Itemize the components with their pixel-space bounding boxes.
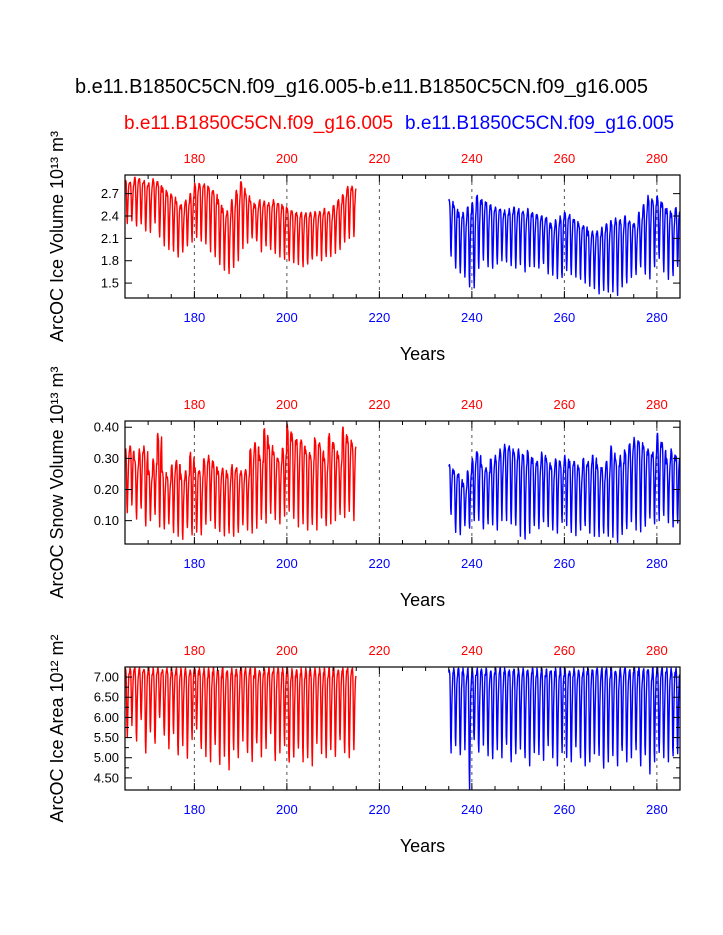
x-tick-label-top: 200 <box>276 643 298 658</box>
x-tick-label-top: 260 <box>554 643 576 658</box>
x-tick-label-top: 220 <box>369 151 391 166</box>
x-tick-label-bottom: 240 <box>461 310 483 325</box>
x-tick-label-bottom: 260 <box>554 802 576 817</box>
series-line-1 <box>125 176 357 275</box>
series-line-2 <box>448 667 680 790</box>
x-tick-label-top: 180 <box>184 151 206 166</box>
y-tick-label: 0.30 <box>94 451 119 466</box>
series-line-2 <box>448 194 680 297</box>
x-tick-label-bottom: 220 <box>369 802 391 817</box>
y-tick-label: 4.50 <box>94 770 119 785</box>
x-tick-label-top: 180 <box>184 397 206 412</box>
y-tick-label: 0.20 <box>94 482 119 497</box>
x-tick-label-top: 280 <box>646 397 668 412</box>
x-tick-label-bottom: 200 <box>276 802 298 817</box>
x-tick-label-bottom: 220 <box>369 310 391 325</box>
x-tick-label-bottom: 180 <box>184 310 206 325</box>
legend-case1-label: b.e11.B1850C5CN.f09_g16.005 <box>124 113 394 134</box>
y-tick-label: 2.1 <box>101 231 119 246</box>
y-tick-label: 6.50 <box>94 690 119 705</box>
x-tick-label-top: 180 <box>184 643 206 658</box>
x-tick-label-bottom: 260 <box>554 310 576 325</box>
x-tick-label-top: 200 <box>276 397 298 412</box>
y-tick-label: 5.00 <box>94 750 119 765</box>
chart-panel-1: 1.5 1.8 2.1 2.4 2.7 180 180 200 200 220 220 240 240 2… <box>47 131 681 364</box>
x-tick-label-top: 220 <box>369 643 391 658</box>
chart-main-title: b.e11.B1850C5CN.f09_g16.005-b.e11.B1850C… <box>74 76 649 98</box>
x-tick-label-top: 280 <box>646 643 668 658</box>
x-tick-label-top: 200 <box>276 151 298 166</box>
plot-frame <box>124 420 681 545</box>
y-tick-label: 1.8 <box>101 253 119 268</box>
y-tick-label: 5.50 <box>94 730 119 745</box>
y-tick-label: 0.40 <box>94 420 119 435</box>
y-tick-label: 0.10 <box>94 513 119 528</box>
x-tick-label-bottom: 240 <box>461 802 483 817</box>
x-axis-title: Years <box>400 836 445 856</box>
x-tick-label-top: 240 <box>461 151 483 166</box>
x-tick-label-top: 220 <box>369 397 391 412</box>
y-tick-label: 6.00 <box>94 710 119 725</box>
x-tick-label-bottom: 200 <box>276 556 298 571</box>
x-axis-title: Years <box>400 344 445 364</box>
series-line-1 <box>125 423 357 540</box>
x-tick-label-top: 280 <box>646 151 668 166</box>
x-tick-label-bottom: 180 <box>184 802 206 817</box>
x-tick-label-top: 260 <box>554 397 576 412</box>
x-tick-label-bottom: 280 <box>646 556 668 571</box>
y-tick-label: 2.7 <box>101 186 119 201</box>
series-line-2 <box>448 432 680 544</box>
x-tick-label-top: 240 <box>461 397 483 412</box>
x-tick-label-bottom: 260 <box>554 556 576 571</box>
y-axis-title: ArcOC Snow Volume 10¹³ m³ <box>47 366 67 598</box>
y-axis-title: ArcOC Ice Volume 10¹³ m³ <box>47 131 67 342</box>
chart-panel-3: 4.50 5.00 5.50 6.00 6.50 7.00 180 180 200 200 220 2… <box>47 634 681 856</box>
x-tick-label-bottom: 200 <box>276 310 298 325</box>
x-tick-label-bottom: 280 <box>646 802 668 817</box>
x-tick-label-bottom: 240 <box>461 556 483 571</box>
x-tick-label-top: 240 <box>461 643 483 658</box>
y-axis-title: ArcOC Ice Area 10¹² m² <box>47 634 67 822</box>
y-tick-label: 2.4 <box>101 209 119 224</box>
y-tick-label: 7.00 <box>94 670 119 685</box>
legend-case2-label: b.e11.B1850C5CN.f09_g16.005 <box>405 113 675 134</box>
x-tick-label-top: 260 <box>554 151 576 166</box>
x-tick-label-bottom: 280 <box>646 310 668 325</box>
x-tick-label-bottom: 220 <box>369 556 391 571</box>
series-line-1 <box>125 667 357 771</box>
x-tick-label-bottom: 180 <box>184 556 206 571</box>
plot-frame <box>124 666 681 791</box>
x-axis-title: Years <box>400 590 445 610</box>
chart-panel-2: 0.10 0.20 0.30 0.40 180 180 200 200 220 220 240 240… <box>47 366 681 610</box>
y-tick-label: 1.5 <box>101 276 119 291</box>
